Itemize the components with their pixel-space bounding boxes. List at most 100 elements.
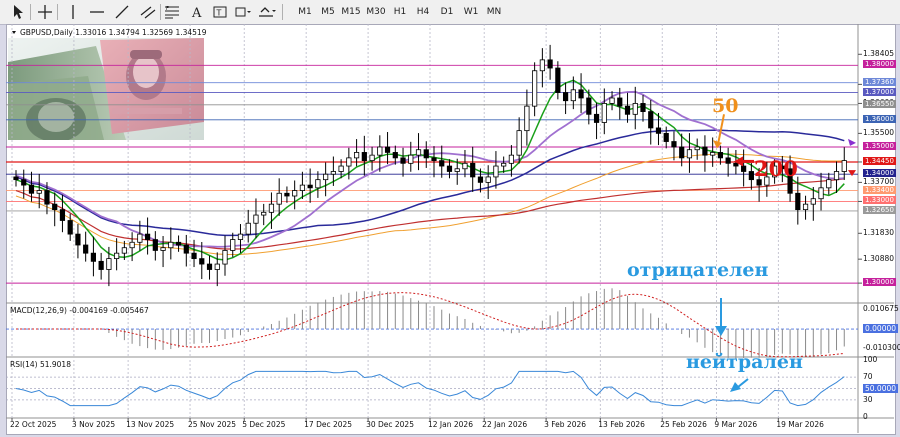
candle bbox=[593, 113, 600, 123]
svg-text:F: F bbox=[166, 6, 169, 12]
macd-annotation: отрицателен bbox=[627, 259, 769, 281]
candle bbox=[756, 179, 762, 186]
ma200-annotation: 200 bbox=[754, 156, 798, 181]
candle bbox=[261, 211, 267, 216]
candle bbox=[779, 165, 785, 170]
candle bbox=[477, 176, 484, 183]
cursor-icon[interactable] bbox=[10, 3, 28, 20]
macd-tick-label: 0.00000 bbox=[863, 324, 899, 334]
price-level-label: 1.36000 bbox=[863, 114, 896, 123]
toolbar: F A T M1 M5 M15 M30 H1 H4 D1 W1 MN bbox=[0, 0, 900, 25]
date-tick-label: 3 Feb 2026 bbox=[544, 420, 587, 429]
candle bbox=[106, 258, 112, 270]
candle bbox=[199, 258, 205, 265]
candle bbox=[214, 263, 220, 270]
price-level-label: 1.36550 bbox=[863, 99, 896, 108]
date-tick-label: 22 Jan 2026 bbox=[482, 420, 528, 429]
timeframe-d1[interactable]: D1 bbox=[440, 6, 454, 17]
candle bbox=[137, 233, 143, 243]
fibonacci-icon[interactable]: F bbox=[163, 3, 181, 20]
label-icon[interactable]: T bbox=[211, 3, 229, 20]
candle bbox=[470, 162, 476, 178]
candle bbox=[369, 154, 375, 162]
candle bbox=[771, 165, 778, 178]
candle bbox=[245, 222, 251, 235]
macd-header: MACD(12,26,9) -0.004169 -0.005467 bbox=[10, 306, 149, 315]
date-tick-label: 25 Nov 2025 bbox=[188, 420, 237, 429]
banner-image bbox=[8, 38, 204, 140]
date-tick-label: 30 Dec 2025 bbox=[366, 420, 414, 429]
price-level-label: 1.34000 bbox=[863, 169, 896, 178]
trend-line-icon[interactable] bbox=[113, 3, 131, 20]
toolbar-separator bbox=[160, 4, 161, 20]
date-tick-label: 13 Feb 2026 bbox=[598, 420, 645, 429]
candle bbox=[439, 160, 445, 167]
price-level-label: 1.35000 bbox=[863, 141, 896, 150]
timeframe-m1[interactable]: M1 bbox=[298, 6, 312, 17]
candle bbox=[90, 252, 97, 262]
ma50-arrow bbox=[717, 114, 725, 145]
candle bbox=[655, 127, 662, 134]
timeframe-h4[interactable]: H4 bbox=[416, 6, 430, 17]
toolbar-separator bbox=[30, 4, 31, 20]
candle bbox=[423, 149, 429, 159]
candle bbox=[237, 233, 244, 240]
channel-icon[interactable] bbox=[139, 3, 157, 20]
horizontal-line-icon[interactable] bbox=[88, 3, 106, 20]
date-tick-label: 22 Oct 2025 bbox=[10, 420, 57, 429]
candle bbox=[648, 111, 654, 129]
price-level-label: 1.33000 bbox=[863, 196, 896, 205]
candle bbox=[361, 152, 367, 162]
shapes-icon[interactable] bbox=[234, 3, 252, 20]
timeframe-h1[interactable]: H1 bbox=[393, 6, 407, 17]
price-tick-label: 1.33700 bbox=[863, 177, 895, 187]
price-level-label: 1.34450 bbox=[863, 156, 896, 165]
vertical-line-icon[interactable] bbox=[64, 3, 82, 20]
svg-text:T: T bbox=[216, 8, 222, 17]
candle bbox=[338, 165, 344, 172]
candle bbox=[717, 152, 724, 159]
timeframe-m5[interactable]: M5 bbox=[321, 6, 335, 17]
text-icon[interactable]: A bbox=[188, 3, 206, 21]
price-tick-label: 1.35500 bbox=[863, 128, 895, 138]
rsi-tick-label: 50.0000 bbox=[863, 383, 899, 393]
crosshair-icon[interactable] bbox=[36, 3, 54, 20]
date-tick-label: 9 Mar 2026 bbox=[714, 420, 758, 429]
rsi-tick-label: 100 bbox=[863, 355, 878, 364]
price-level-label: 1.33400 bbox=[863, 185, 896, 194]
candle bbox=[524, 105, 530, 132]
toolbar-separator bbox=[282, 4, 283, 20]
date-tick-label: 13 Nov 2025 bbox=[126, 420, 175, 429]
candle bbox=[44, 190, 50, 205]
candle bbox=[547, 59, 553, 69]
toolbar-separator bbox=[57, 4, 58, 20]
price-level-label: 1.30000 bbox=[863, 278, 896, 287]
level-marker-arrow bbox=[848, 138, 856, 146]
date-tick-label: 12 Jan 2026 bbox=[428, 420, 473, 429]
candle bbox=[59, 209, 66, 221]
ma50-arrowhead bbox=[713, 140, 722, 149]
candle bbox=[299, 184, 306, 191]
macd-tick-label: 0.010675 bbox=[863, 304, 899, 314]
candle bbox=[810, 198, 816, 205]
date-tick-label: 19 Mar 2026 bbox=[776, 420, 824, 429]
candle bbox=[787, 168, 793, 194]
timeframe-w1[interactable]: W1 bbox=[463, 6, 479, 17]
candle bbox=[415, 149, 422, 156]
timeframe-m30[interactable]: M30 bbox=[366, 6, 386, 17]
candle bbox=[114, 252, 120, 260]
chart-area[interactable] bbox=[6, 24, 894, 433]
candle bbox=[570, 89, 576, 102]
candle bbox=[508, 154, 515, 164]
timeframe-m15[interactable]: M15 bbox=[341, 6, 361, 17]
candle bbox=[632, 103, 638, 115]
candle bbox=[276, 192, 282, 205]
period-dropdown-icon[interactable] bbox=[256, 3, 278, 20]
price-tick-label: 1.38405 bbox=[863, 49, 895, 59]
candle bbox=[578, 89, 584, 99]
timeframe-mn[interactable]: MN bbox=[486, 6, 502, 17]
candle bbox=[493, 165, 499, 178]
candle bbox=[346, 157, 352, 167]
symbol-header: GBPUSD,Daily 1.33016 1.34794 1.32569 1.3… bbox=[20, 28, 207, 37]
candle bbox=[315, 179, 321, 189]
